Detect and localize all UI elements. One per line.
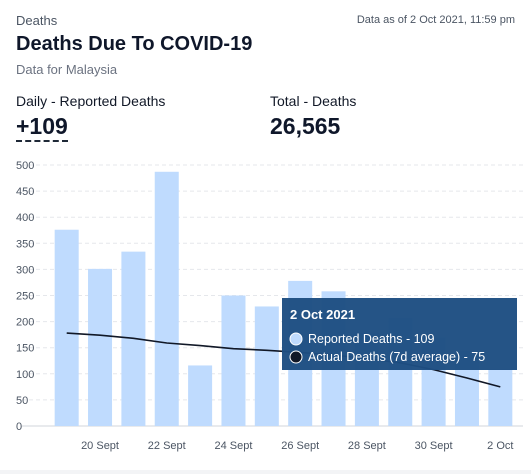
x-tick-label: 26 Sept (281, 440, 319, 452)
x-tick-label: 22 Sept (148, 440, 186, 452)
y-tick-label: 450 (16, 186, 34, 198)
y-tick-label: 500 (16, 160, 34, 172)
y-tick-label: 50 (16, 395, 28, 407)
card-bottom-border (0, 470, 531, 474)
bar-reported-deaths[interactable] (88, 268, 113, 426)
x-tick-label: 28 Sept (348, 440, 386, 452)
tooltip-reported-swatch (289, 332, 303, 346)
tooltip-date: 2 Oct 2021 (290, 307, 355, 322)
bar-reported-deaths[interactable] (154, 171, 179, 426)
y-tick-label: 200 (16, 317, 34, 329)
total-deaths-label: Total - Deaths (270, 93, 357, 109)
tooltip-reported-text: Reported Deaths - 109 (308, 332, 435, 346)
y-tick-label: 400 (16, 212, 34, 224)
x-tick-label: 2 Oct (487, 440, 513, 452)
y-tick-label: 100 (16, 369, 34, 381)
tooltip-background (282, 298, 517, 370)
bar-reported-deaths[interactable] (254, 306, 279, 426)
total-deaths-value: 26,565 (270, 113, 341, 139)
y-tick-label: 0 (16, 421, 22, 433)
tooltip-actual-text: Actual Deaths (7d average) - 75 (308, 350, 485, 364)
bar-reported-deaths[interactable] (221, 295, 246, 427)
y-tick-label: 300 (16, 264, 34, 276)
x-tick-label: 20 Sept (81, 440, 119, 452)
x-tick-label: 30 Sept (415, 440, 453, 452)
daily-deaths-number[interactable]: +109 (16, 113, 68, 142)
bar-reported-deaths[interactable] (54, 229, 79, 426)
card-kicker: Deaths (16, 13, 58, 28)
y-tick-label: 350 (16, 238, 34, 250)
x-tick-label: 24 Sept (215, 440, 253, 452)
page-title: Deaths Due To COVID-19 (16, 33, 253, 55)
bar-reported-deaths[interactable] (488, 369, 513, 426)
y-tick-label: 250 (16, 291, 34, 303)
daily-deaths-value[interactable]: +109 (16, 113, 68, 142)
bar-reported-deaths[interactable] (188, 365, 213, 426)
y-tick-label: 150 (16, 343, 34, 355)
chart-tooltip: 2 Oct 2021 Reported Deaths - 109 Actual … (282, 298, 517, 370)
page-subtitle: Data for Malaysia (16, 62, 118, 77)
tooltip-actual-swatch (289, 350, 303, 364)
daily-deaths-label: Daily - Reported Deaths (16, 93, 166, 109)
data-as-of: Data as of 2 Oct 2021, 11:59 pm (356, 14, 515, 26)
